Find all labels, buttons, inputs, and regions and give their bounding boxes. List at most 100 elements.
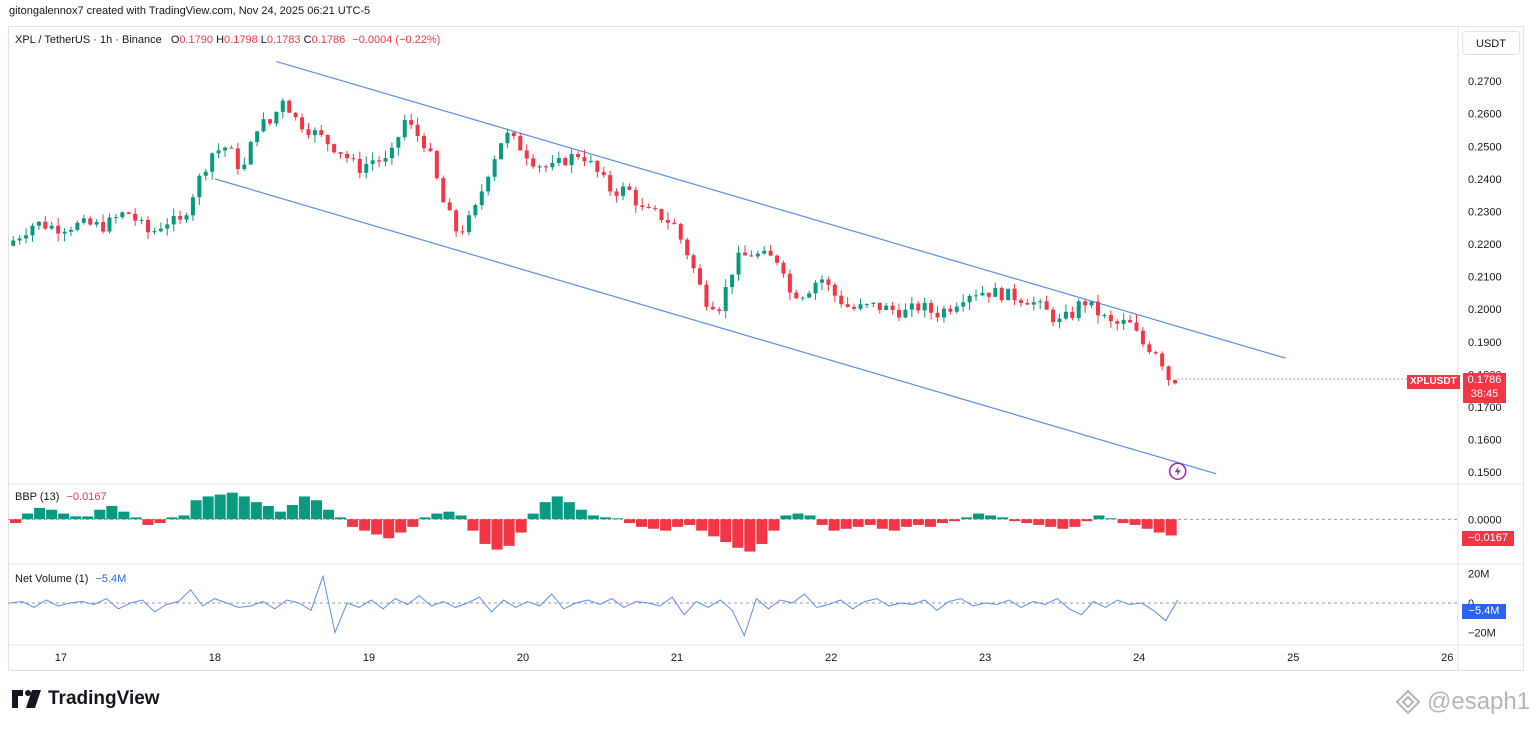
candle-up <box>486 176 491 192</box>
candle-up <box>120 212 125 218</box>
bbp-bar <box>130 517 142 520</box>
net-volume-legend[interactable]: Net Volume (1) −5.4M <box>15 573 126 585</box>
candle-down <box>839 295 844 305</box>
bbp-bar <box>936 519 948 524</box>
candle-down <box>409 120 414 125</box>
candle-down <box>595 161 600 172</box>
bbp-bar <box>708 519 720 537</box>
candle-down <box>627 186 632 190</box>
channel-lower-line <box>214 178 1217 475</box>
candle-down <box>293 112 298 118</box>
candle-up <box>171 215 176 225</box>
candle-up <box>210 153 215 172</box>
y-tick-label: 0.2400 <box>1468 174 1502 186</box>
candle-down <box>357 158 362 173</box>
candle-up <box>479 191 484 206</box>
candle-down <box>428 148 433 151</box>
candle-down <box>524 150 529 159</box>
candle-down <box>319 130 324 135</box>
bbp-bar <box>94 509 106 520</box>
candle-up <box>280 100 285 112</box>
candle-down <box>518 136 523 151</box>
bbp-bar <box>262 505 274 520</box>
candle-down <box>698 268 703 285</box>
bbp-bar <box>828 519 840 531</box>
candle-down <box>646 207 651 209</box>
bbp-bar <box>286 505 298 520</box>
candle-up <box>1063 311 1068 319</box>
open-value: 0.1790 <box>179 34 214 46</box>
candle-up <box>762 250 767 254</box>
candle-up <box>800 297 805 299</box>
bbp-bar <box>359 519 371 531</box>
candle-up <box>980 292 985 296</box>
x-tick-label: 20 <box>517 652 529 664</box>
symbol-title[interactable]: XPL / TetherUS · 1h · Binance <box>15 34 162 46</box>
bbp-bar <box>1057 519 1069 529</box>
candle-down <box>633 189 638 206</box>
candle-down <box>1115 321 1120 324</box>
candle-down <box>787 273 792 293</box>
candle-down <box>88 218 93 225</box>
candle-down <box>377 160 382 162</box>
candle-up <box>813 282 818 294</box>
candle-down <box>852 306 857 309</box>
candle-down <box>678 224 683 240</box>
candle-down <box>344 153 349 159</box>
candle-down <box>1147 344 1152 353</box>
candle-up <box>81 218 86 223</box>
candle-up <box>1057 318 1062 323</box>
candle-down <box>511 132 516 137</box>
candle-up <box>1038 301 1043 303</box>
candle-up <box>730 274 735 288</box>
candle-down <box>563 158 568 166</box>
candle-up <box>537 166 542 168</box>
candle-down <box>1134 322 1139 331</box>
candle-up <box>274 111 279 124</box>
tradingview-logo[interactable]: TradingView <box>12 688 160 710</box>
bbp-bar <box>732 519 744 548</box>
bbp-bar <box>1117 519 1129 524</box>
candle-down <box>1051 309 1056 323</box>
candle-up <box>36 221 41 226</box>
symbol-legend[interactable]: XPL / TetherUS · 1h · Binance O0.1790 H0… <box>15 34 440 46</box>
candle-down <box>351 158 356 160</box>
candle-up <box>819 279 824 283</box>
bbp-bar <box>455 515 467 520</box>
bbp-legend[interactable]: BBP (13) −0.0167 <box>15 491 107 503</box>
bbp-bar <box>274 511 286 520</box>
candle-down <box>691 255 696 269</box>
bbp-bar <box>1009 519 1021 522</box>
candle-down <box>300 117 305 130</box>
bbp-bar <box>106 505 118 520</box>
candle-down <box>1128 319 1133 323</box>
bbp-bar <box>118 511 130 520</box>
candle-down <box>422 135 427 149</box>
candle-up <box>139 219 144 221</box>
change-value: −0.0004 (−0.22%) <box>352 34 441 46</box>
candle-up <box>466 215 471 233</box>
bbp-bar <box>1105 518 1117 520</box>
bbp-bar <box>22 513 34 520</box>
bbp-bar <box>1153 519 1165 533</box>
candle-up <box>248 141 253 165</box>
candle-up <box>190 197 195 216</box>
bbp-bar <box>503 519 515 546</box>
bbp-layer: 0.0000 <box>8 492 1502 552</box>
candle-down <box>133 213 138 221</box>
bbp-bar <box>1093 515 1105 520</box>
bbp-bar <box>587 515 599 520</box>
candle-up <box>954 306 959 312</box>
candle-up <box>864 304 869 306</box>
y-tick-label: 0.1600 <box>1468 435 1502 447</box>
candle-down <box>146 219 151 233</box>
candle-up <box>967 295 972 303</box>
candle-up <box>216 150 221 154</box>
candle-down <box>916 303 921 311</box>
candle-down <box>948 308 953 312</box>
bbp-zero-label: 0.0000 <box>1468 514 1502 526</box>
bbp-title: BBP (13) <box>15 491 60 503</box>
currency-button[interactable]: USDT <box>1462 31 1520 55</box>
bbp-bar <box>973 513 985 520</box>
